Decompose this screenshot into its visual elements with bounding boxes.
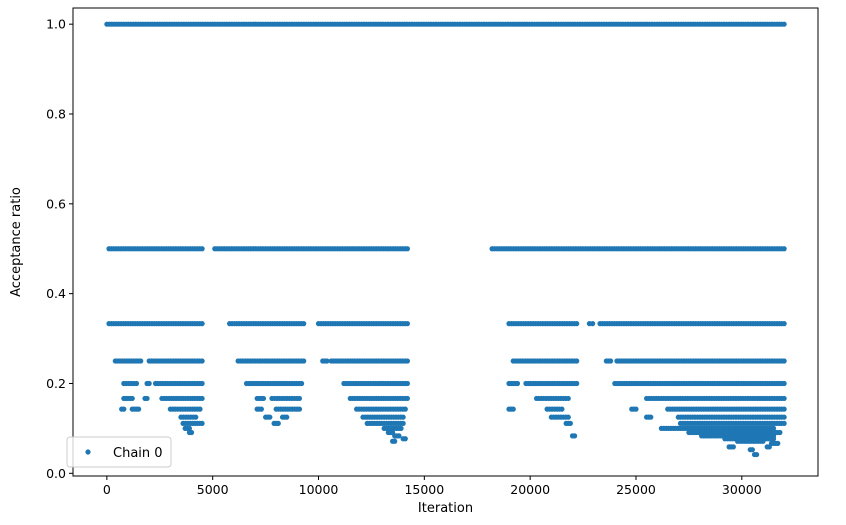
data-point xyxy=(781,380,787,387)
data-point xyxy=(730,444,736,450)
data-point xyxy=(199,380,205,387)
data-point xyxy=(565,395,571,402)
data-point xyxy=(404,395,410,402)
data-point xyxy=(770,425,777,431)
data-point xyxy=(133,380,140,387)
data-point xyxy=(258,406,264,412)
data-point xyxy=(781,321,787,327)
data-point xyxy=(267,414,273,420)
y-tick-label: 0.4 xyxy=(46,286,66,301)
data-point xyxy=(607,358,614,364)
plot-frame xyxy=(72,7,819,477)
data-point xyxy=(199,420,205,427)
data-point xyxy=(754,451,760,458)
data-point xyxy=(284,414,290,420)
data-point xyxy=(197,406,203,412)
data-point xyxy=(648,414,654,420)
data-point xyxy=(514,380,521,387)
data-point xyxy=(199,358,205,364)
legend-marker-chain-0 xyxy=(85,449,91,455)
legend: Chain 0 xyxy=(66,436,172,468)
legend-box xyxy=(66,436,172,468)
data-point xyxy=(766,444,772,450)
data-point xyxy=(567,420,573,427)
data-point xyxy=(781,358,787,364)
y-tick-label: 1.0 xyxy=(46,17,66,32)
data-point xyxy=(781,406,787,412)
data-point xyxy=(129,395,135,402)
x-axis: 0 5000 10000 15000 20000 25000 30000 xyxy=(103,476,762,497)
x-tick-label: 15000 xyxy=(404,482,444,497)
data-point xyxy=(781,420,787,427)
x-tick-label: 30000 xyxy=(722,482,762,497)
data-point xyxy=(199,321,205,327)
x-axis-label: Iteration xyxy=(418,501,473,516)
data-point xyxy=(193,414,199,420)
data-point xyxy=(144,395,150,402)
data-point xyxy=(404,358,410,364)
data-point xyxy=(301,358,307,364)
y-axis: 0.0 0.2 0.4 0.6 0.8 1.0 xyxy=(46,17,73,481)
data-point xyxy=(400,420,406,427)
data-point xyxy=(404,380,410,387)
data-point xyxy=(199,395,205,402)
data-point xyxy=(590,321,596,327)
data-point xyxy=(775,440,781,446)
data-point xyxy=(260,395,267,402)
data-point xyxy=(565,414,571,420)
data-point xyxy=(392,438,398,444)
x-tick-label: 20000 xyxy=(510,482,550,497)
data-point xyxy=(402,406,408,412)
data-point xyxy=(402,436,408,442)
y-tick-label: 0.8 xyxy=(46,106,66,121)
data-point xyxy=(186,425,193,431)
data-point xyxy=(760,438,766,444)
y-tick-label: 0.2 xyxy=(46,376,66,391)
x-tick-label: 25000 xyxy=(616,482,656,497)
y-axis-label: Acceptance ratio xyxy=(9,187,24,297)
data-point xyxy=(146,380,152,387)
x-tick-label: 10000 xyxy=(299,482,339,497)
x-tick-label: 5000 xyxy=(197,482,229,497)
data-point xyxy=(777,429,783,436)
data-point xyxy=(749,447,755,453)
data-point xyxy=(404,321,410,327)
data-point xyxy=(298,380,305,387)
data-point xyxy=(574,358,580,364)
data-point xyxy=(121,406,127,412)
x-tick-label: 0 xyxy=(103,482,111,497)
data-point xyxy=(188,429,195,436)
data-point xyxy=(275,420,281,427)
data-point xyxy=(633,406,639,412)
data-point xyxy=(781,414,787,420)
data-point xyxy=(574,380,580,387)
data-point xyxy=(296,406,303,412)
data-point xyxy=(404,246,410,252)
data-point xyxy=(136,406,142,412)
data-point xyxy=(510,406,516,412)
data-point xyxy=(199,246,205,252)
data-point xyxy=(770,436,777,442)
legend-entry-chain-0: Chain 0 xyxy=(113,446,163,461)
y-tick-label: 0.0 xyxy=(46,466,66,481)
data-point xyxy=(781,395,787,402)
data-point xyxy=(396,433,402,439)
data-point xyxy=(398,425,404,431)
data-point xyxy=(574,321,580,327)
data-point xyxy=(301,321,307,327)
data-point xyxy=(572,433,578,439)
data-point xyxy=(781,246,787,252)
data-point xyxy=(781,21,787,27)
data-point xyxy=(559,406,565,412)
data-point xyxy=(400,414,406,420)
y-tick-label: 0.6 xyxy=(46,196,66,211)
data-point xyxy=(324,358,330,364)
data-point xyxy=(138,358,144,364)
scatter-points xyxy=(104,21,787,458)
data-point xyxy=(296,395,303,402)
